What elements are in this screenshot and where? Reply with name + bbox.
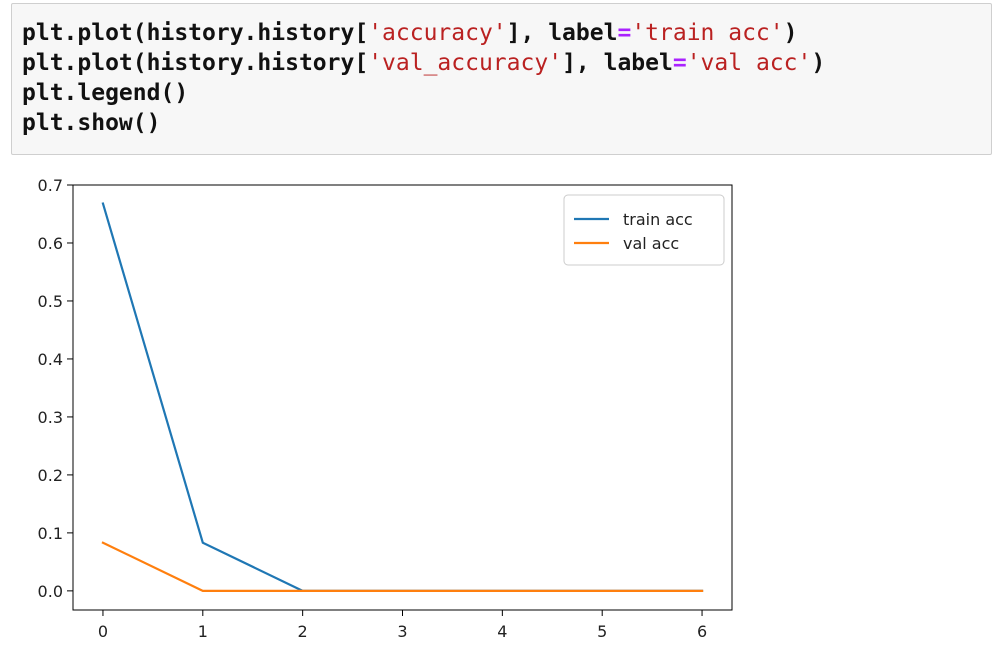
- y-tick-label: 0.6: [38, 234, 63, 253]
- code-token: ): [783, 20, 798, 46]
- code-block[interactable]: plt.plot(history.history['accuracy'], la…: [22, 18, 825, 138]
- code-line: plt.plot(history.history['accuracy'], la…: [22, 18, 825, 48]
- code-operator: =: [617, 20, 632, 46]
- series-line-1: [101, 541, 704, 592]
- x-tick-label: 2: [298, 622, 308, 641]
- code-string: 'accuracy': [368, 20, 507, 46]
- code-string: 'train acc': [631, 20, 784, 46]
- y-tick-label: 0.3: [38, 408, 63, 427]
- code-operator: =: [672, 50, 687, 76]
- line-chart: 0 1 2 3 4 5 6 0.0 0.1 0.2 0.3 0.4 0.5 0.6 0.7 train acc…: [38, 176, 733, 641]
- code-token: plt.plot(history.history[: [22, 20, 369, 46]
- code-string: 'val_accuracy': [368, 50, 563, 76]
- x-tick-label: 5: [597, 622, 607, 641]
- x-tick-label: 0: [98, 622, 108, 641]
- code-token: ], label: [562, 50, 673, 76]
- code-line: plt.legend(): [22, 78, 825, 108]
- x-tick-label: 6: [697, 622, 707, 641]
- y-tick-label: 0.0: [38, 582, 63, 601]
- code-token: ): [811, 50, 826, 76]
- code-line: plt.plot(history.history['val_accuracy']…: [22, 48, 825, 78]
- code-cell[interactable]: plt.plot(history.history['accuracy'], la…: [11, 3, 992, 155]
- y-tick-label: 0.1: [38, 524, 63, 543]
- legend-label-0: train acc: [623, 210, 693, 229]
- x-tick-label: 3: [397, 622, 407, 641]
- legend-label-1: val acc: [623, 234, 679, 253]
- y-tick-label: 0.5: [38, 292, 63, 311]
- y-tick-label: 0.7: [38, 176, 63, 195]
- y-tick-label: 0.4: [38, 350, 63, 369]
- code-token: plt.show(): [22, 110, 161, 136]
- y-tick-label: 0.2: [38, 466, 63, 485]
- x-tick-label: 4: [497, 622, 507, 641]
- code-token: plt.plot(history.history[: [22, 50, 369, 76]
- code-line: plt.show(): [22, 108, 825, 138]
- code-token: ], label: [506, 20, 618, 46]
- legend-box: [563, 194, 725, 266]
- x-tick-label: 1: [198, 622, 208, 641]
- output-cell: 0 1 2 3 4 5 6 0.0 0.1 0.2 0.3 0.4 0.5 0.6 0.7 train acc…: [11, 166, 771, 652]
- code-string: 'val acc': [686, 50, 812, 76]
- code-token: plt.legend(): [22, 80, 189, 106]
